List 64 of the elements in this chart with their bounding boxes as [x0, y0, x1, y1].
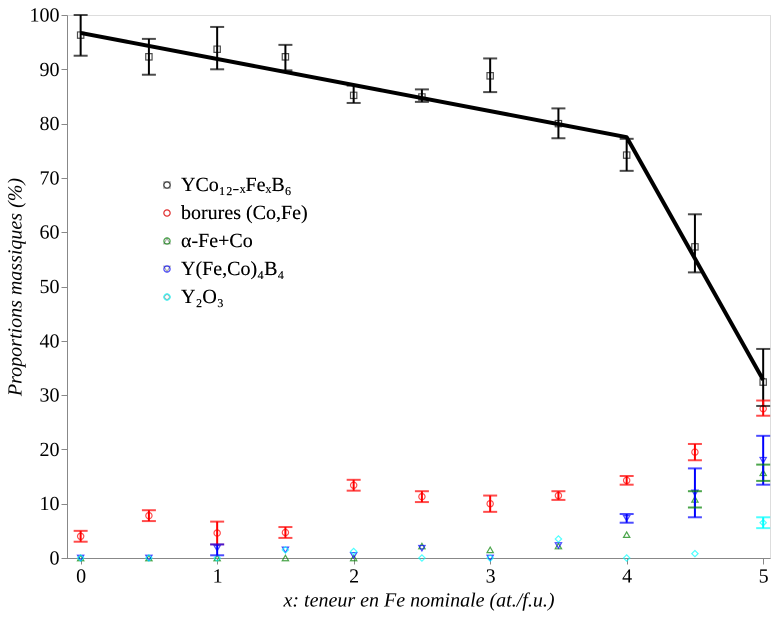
y-tick-label: 40 — [40, 330, 60, 352]
y-tick-label: 70 — [40, 167, 60, 190]
x-tick-label: 5 — [758, 566, 769, 588]
point — [418, 492, 426, 500]
point — [691, 550, 699, 558]
y-tick-label: 0 — [50, 548, 60, 570]
x-tick-label: 3 — [486, 566, 496, 588]
x-axis-title: x: teneur en Fe nominale (at./f.u.) — [282, 590, 555, 612]
y-tick-label: 60 — [40, 222, 60, 244]
y-tick-label: 20 — [40, 438, 60, 461]
point — [350, 552, 358, 559]
x-tick-label: 4 — [622, 566, 632, 588]
point — [350, 554, 358, 562]
x-tick-label: 0 — [76, 566, 86, 588]
point — [282, 528, 290, 536]
point — [691, 448, 699, 456]
point — [554, 120, 562, 128]
point — [350, 92, 358, 100]
legend-label: Y(Fe,Co)₄B₄ — [181, 258, 284, 280]
point — [282, 554, 290, 562]
point — [554, 492, 562, 500]
point — [486, 546, 494, 554]
point — [622, 151, 630, 159]
y-axis-title: Proportions massiques (%) — [4, 178, 26, 398]
point — [418, 93, 426, 101]
point — [145, 512, 153, 520]
legend-label: YCo₁₂₋ₓFeₓB₆ — [181, 174, 292, 196]
y-tick-label: 50 — [40, 276, 60, 298]
point — [350, 481, 358, 489]
y-tick-label: 90 — [40, 58, 60, 81]
legend-label: Y₂O₃ — [181, 286, 224, 308]
point — [554, 535, 562, 543]
point — [759, 469, 767, 476]
point — [622, 515, 630, 522]
point — [213, 45, 221, 53]
point — [350, 548, 358, 556]
point — [691, 243, 699, 251]
point — [418, 544, 426, 552]
point — [759, 456, 767, 464]
point — [622, 476, 630, 484]
y-tick-label: 80 — [40, 113, 60, 136]
y-tick-label: 100 — [30, 4, 60, 26]
point — [76, 31, 84, 39]
y-tick-label: 30 — [40, 384, 60, 407]
point — [759, 404, 767, 412]
point — [759, 518, 767, 526]
point — [759, 378, 767, 386]
point — [76, 532, 84, 540]
point — [622, 554, 630, 562]
x-tick-label: 1 — [212, 566, 223, 588]
point — [145, 53, 153, 61]
point — [282, 53, 290, 61]
point — [622, 531, 630, 538]
point — [486, 500, 494, 508]
legend-label: α-Fe+Co — [181, 230, 253, 252]
legend-label: borures (Co,Fe) — [181, 202, 308, 224]
point — [418, 542, 426, 550]
point — [486, 72, 494, 80]
point — [691, 496, 699, 503]
y-tick-label: 10 — [40, 493, 60, 516]
point — [418, 554, 426, 562]
x-tick-label: 2 — [349, 566, 360, 588]
point — [213, 544, 221, 552]
point — [213, 529, 221, 537]
